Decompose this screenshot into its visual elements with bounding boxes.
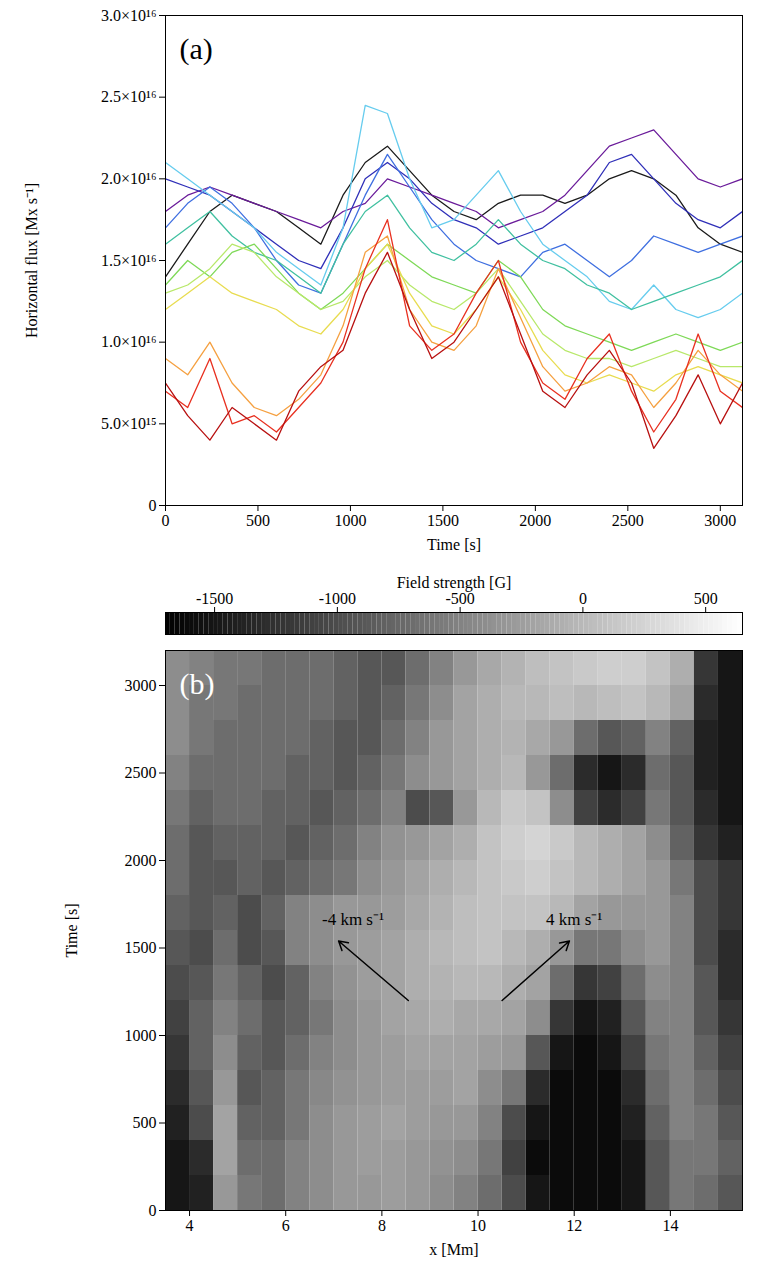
- svg-text:3000: 3000: [704, 512, 736, 529]
- svg-text:10: 10: [470, 1217, 486, 1234]
- svg-text:0: 0: [579, 590, 587, 607]
- svg-text:2.5×10¹⁶: 2.5×10¹⁶: [101, 88, 156, 105]
- svg-text:5.0×10¹⁵: 5.0×10¹⁵: [101, 415, 156, 432]
- svg-text:(a): (a): [180, 32, 213, 66]
- svg-text:2500: 2500: [125, 764, 157, 781]
- svg-text:-1500: -1500: [196, 590, 233, 607]
- svg-text:500: 500: [694, 590, 718, 607]
- svg-text:0: 0: [149, 1202, 157, 1219]
- svg-text:2000: 2000: [519, 512, 551, 529]
- svg-text:2500: 2500: [612, 512, 644, 529]
- svg-text:500: 500: [133, 1114, 157, 1131]
- svg-text:4: 4: [186, 1217, 194, 1234]
- svg-text:Field strength [G]: Field strength [G]: [397, 574, 512, 592]
- svg-text:-500: -500: [445, 590, 474, 607]
- svg-text:(b): (b): [180, 667, 215, 701]
- svg-text:6: 6: [282, 1217, 290, 1234]
- svg-text:500: 500: [246, 512, 270, 529]
- svg-text:-1000: -1000: [319, 590, 356, 607]
- svg-text:x [Mm]: x [Mm]: [429, 1241, 478, 1258]
- svg-text:8: 8: [378, 1217, 386, 1234]
- svg-text:3.0×10¹⁶: 3.0×10¹⁶: [101, 7, 156, 24]
- svg-text:1.5×10¹⁶: 1.5×10¹⁶: [101, 252, 156, 269]
- svg-text:Time [s]: Time [s]: [63, 903, 80, 957]
- svg-text:-4 km s⁻¹: -4 km s⁻¹: [322, 910, 384, 929]
- svg-text:1500: 1500: [125, 939, 157, 956]
- svg-text:1.0×10¹⁶: 1.0×10¹⁶: [101, 333, 156, 350]
- svg-text:Horizontal flux [Mx s⁻¹]: Horizontal flux [Mx s⁻¹]: [23, 183, 40, 338]
- svg-text:2000: 2000: [125, 852, 157, 869]
- svg-text:2.0×10¹⁶: 2.0×10¹⁶: [101, 170, 156, 187]
- svg-text:Time [s]: Time [s]: [427, 536, 481, 553]
- svg-text:1500: 1500: [427, 512, 459, 529]
- svg-text:12: 12: [566, 1217, 582, 1234]
- svg-text:3000: 3000: [125, 677, 157, 694]
- svg-text:0: 0: [149, 497, 157, 514]
- svg-text:1000: 1000: [334, 512, 366, 529]
- svg-text:0: 0: [162, 512, 170, 529]
- svg-text:14: 14: [662, 1217, 678, 1234]
- svg-text:4 km s⁻¹: 4 km s⁻¹: [546, 910, 602, 929]
- svg-text:1000: 1000: [125, 1027, 157, 1044]
